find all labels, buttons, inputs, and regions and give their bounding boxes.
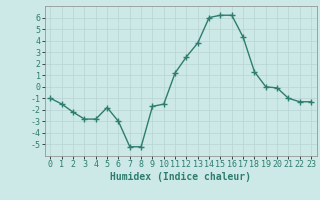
- X-axis label: Humidex (Indice chaleur): Humidex (Indice chaleur): [110, 172, 251, 182]
